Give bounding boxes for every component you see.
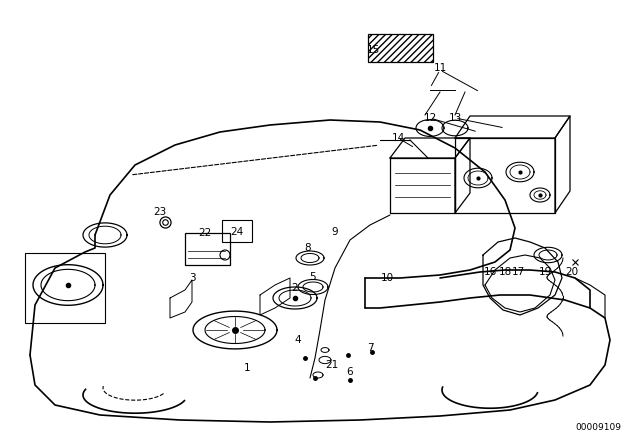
- Text: 13: 13: [449, 113, 461, 123]
- Text: 9: 9: [332, 227, 339, 237]
- Bar: [185, 233, 230, 265]
- Text: 17: 17: [511, 267, 525, 277]
- Text: 5: 5: [310, 272, 316, 282]
- Text: 00009109: 00009109: [575, 422, 621, 431]
- Text: 15: 15: [366, 45, 380, 55]
- Bar: [368, 34, 433, 62]
- Text: 10: 10: [380, 273, 394, 283]
- Text: 14: 14: [392, 133, 404, 143]
- Text: 19: 19: [538, 267, 552, 277]
- Text: 7: 7: [367, 343, 373, 353]
- Text: 4: 4: [294, 335, 301, 345]
- Text: 3: 3: [189, 273, 195, 283]
- Text: 1: 1: [244, 363, 250, 373]
- Text: 11: 11: [433, 63, 447, 73]
- Text: 18: 18: [499, 267, 511, 277]
- Text: 21: 21: [325, 360, 339, 370]
- Text: 22: 22: [198, 228, 212, 238]
- Text: 8: 8: [305, 243, 311, 253]
- Text: 6: 6: [347, 367, 353, 377]
- Text: 12: 12: [424, 113, 436, 123]
- Bar: [222, 220, 252, 242]
- Text: 23: 23: [154, 207, 166, 217]
- Bar: [25, 253, 105, 323]
- Text: 24: 24: [230, 227, 244, 237]
- Text: 20: 20: [565, 267, 579, 277]
- Text: 2: 2: [292, 283, 298, 293]
- Text: 16: 16: [483, 267, 497, 277]
